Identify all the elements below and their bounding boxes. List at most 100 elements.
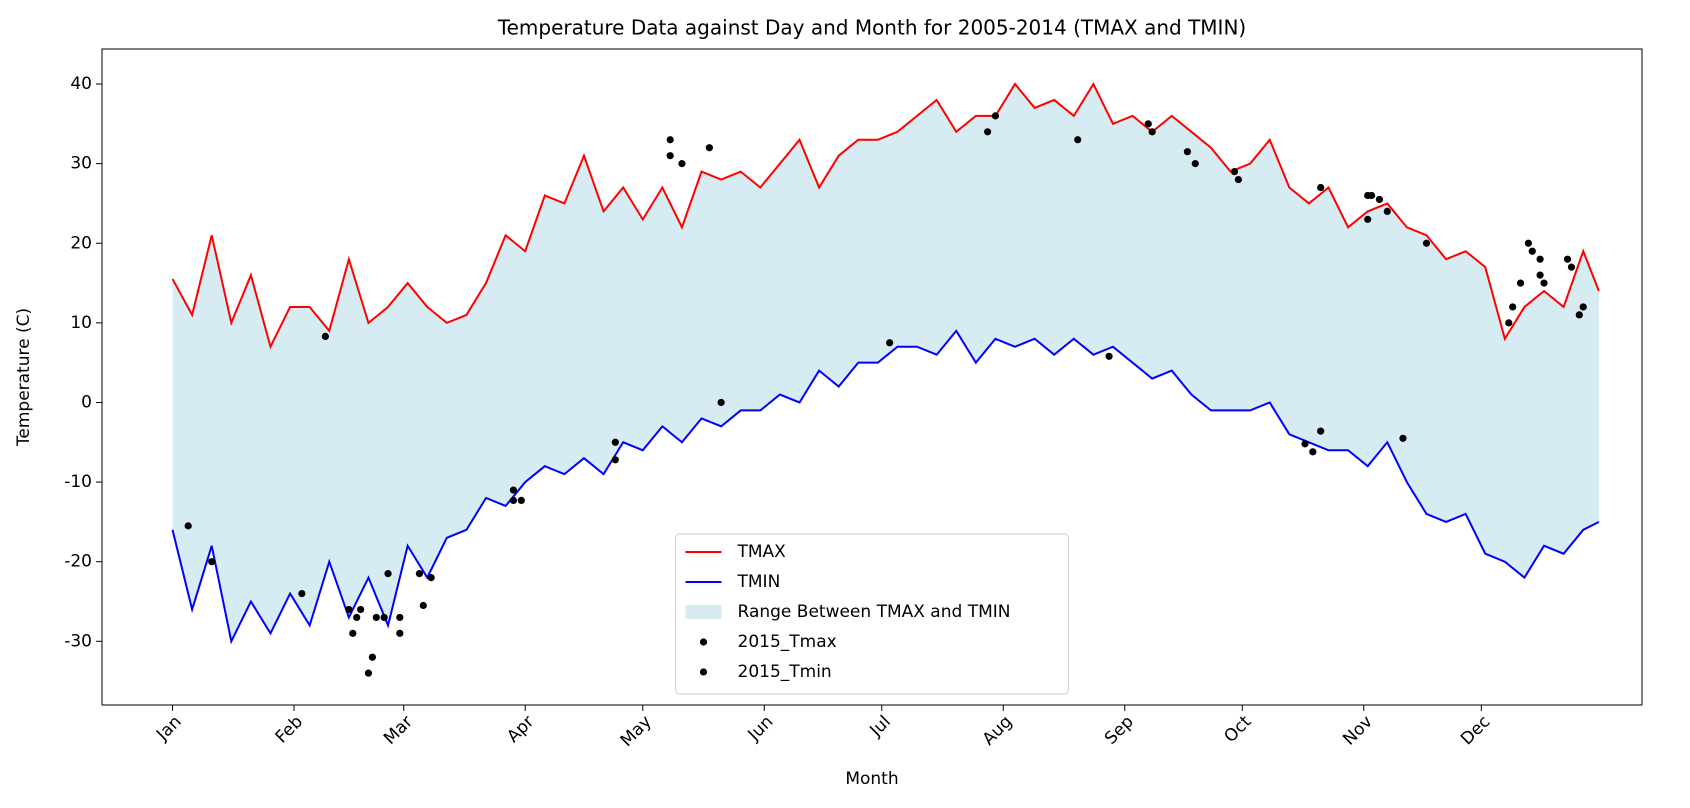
scatter-point <box>1383 207 1391 216</box>
scatter-point <box>1191 160 1199 168</box>
legend: TMAX TMIN Range Between TMAX and TMIN 2015_… <box>675 533 1069 695</box>
scatter-point <box>678 160 686 168</box>
scatter-point <box>1536 271 1544 279</box>
scatter-point <box>1528 247 1536 255</box>
scatter-point <box>1301 440 1309 448</box>
legend-swatch <box>685 605 722 619</box>
scatter-point <box>1317 183 1325 192</box>
x-tick-label: Dec <box>1457 712 1494 749</box>
x-tick-label: Oct <box>1220 712 1255 747</box>
x-tick-label: Aug <box>979 712 1017 750</box>
scatter-point <box>415 570 424 578</box>
scatter-point <box>364 669 373 677</box>
x-tick-label: Jun <box>744 712 778 746</box>
scatter-point <box>717 398 725 407</box>
scatter-point <box>666 136 674 144</box>
scatter-point <box>380 613 388 622</box>
scatter-point <box>983 128 992 136</box>
scatter-point <box>349 629 357 637</box>
scatter-point <box>1364 215 1372 223</box>
scatter-point <box>396 629 404 637</box>
legend-swatch <box>699 638 708 646</box>
y-tick-label: 10 <box>70 313 92 333</box>
y-axis-label: Temperature (C) <box>14 308 34 447</box>
scatter-point <box>1524 239 1532 247</box>
scatter-point <box>705 144 713 152</box>
plot-frame <box>101 48 1643 706</box>
scatter-point <box>396 613 404 622</box>
scatter-point <box>1536 255 1544 263</box>
scatter-point <box>384 570 392 578</box>
scatter-point <box>419 601 427 610</box>
scatter-point <box>353 613 361 622</box>
x-tick-label: Mar <box>380 712 417 749</box>
scatter-point <box>1375 195 1384 204</box>
legend-label: Range Between TMAX and TMIN <box>738 602 1011 622</box>
y-tick-label: 0 <box>81 392 92 412</box>
chart-title: Temperature Data against Day and Month f… <box>497 16 1246 40</box>
scatter-point <box>886 339 894 347</box>
scatter-point <box>321 332 329 340</box>
x-tick-label: May <box>617 712 656 751</box>
scatter-point <box>1230 168 1239 176</box>
line <box>171 329 1600 645</box>
scatter-point <box>517 496 525 504</box>
scatter-point <box>509 496 518 504</box>
scatter-point <box>509 486 518 494</box>
x-tick-label: Feb <box>272 712 307 747</box>
scatter-point <box>991 112 1000 120</box>
scatter-point <box>1234 175 1242 184</box>
scatter-point <box>1505 319 1513 327</box>
y-tick-label: -20 <box>64 552 92 572</box>
legend-label: TMAX <box>737 542 787 562</box>
scatter-point <box>184 522 192 530</box>
x-axis-label: Month <box>845 769 898 789</box>
scatter-point <box>1579 303 1587 311</box>
scatter-point <box>1399 434 1407 442</box>
legend-box <box>675 533 1069 695</box>
scatter-point <box>427 574 435 582</box>
scatter-point <box>1540 279 1548 287</box>
scatter-point <box>345 605 353 614</box>
scatter-point <box>372 613 380 622</box>
scatter-point <box>1567 263 1576 271</box>
scatter-point <box>1563 255 1572 263</box>
scatter-point <box>357 605 365 614</box>
scatter-point <box>368 653 376 661</box>
legend-label: TMIN <box>737 572 781 592</box>
legend-label: 2015_Tmin <box>738 662 832 682</box>
y-tick-label: 30 <box>70 154 92 174</box>
scatter-point <box>1317 427 1325 435</box>
legend-label: 2015_Tmax <box>738 632 837 652</box>
line <box>171 81 1600 350</box>
legend-swatch <box>699 668 708 676</box>
scatter-point <box>1422 239 1431 247</box>
range-fill <box>172 84 1599 642</box>
y-tick-label: -30 <box>64 631 92 651</box>
y-tick-label: -10 <box>64 472 92 492</box>
scatter-point <box>208 558 216 566</box>
y-tick-label: 40 <box>70 74 92 94</box>
x-tick-label: Nov <box>1339 712 1377 750</box>
scatter-point <box>1148 128 1156 136</box>
scatter-point <box>611 456 619 464</box>
x-tick-label: Jan <box>152 712 185 745</box>
scatter-point <box>1509 303 1517 311</box>
y-tick-label: 20 <box>70 233 92 253</box>
scatter-point <box>666 152 674 160</box>
scatter-point <box>1074 136 1082 144</box>
x-tick-label: Apr <box>503 712 538 747</box>
scatter-point <box>1144 120 1152 128</box>
x-tick-label: Sep <box>1101 712 1138 749</box>
scatter-point <box>1368 191 1376 200</box>
scatter-point <box>1516 279 1525 287</box>
scatter-point <box>1309 448 1317 456</box>
x-tick-label: Jul <box>866 712 895 741</box>
scatter-point <box>1575 311 1583 319</box>
scatter-point <box>611 438 619 446</box>
scatter-point <box>298 589 306 598</box>
scatter-point <box>1105 352 1113 360</box>
scatter-point <box>1183 148 1192 156</box>
